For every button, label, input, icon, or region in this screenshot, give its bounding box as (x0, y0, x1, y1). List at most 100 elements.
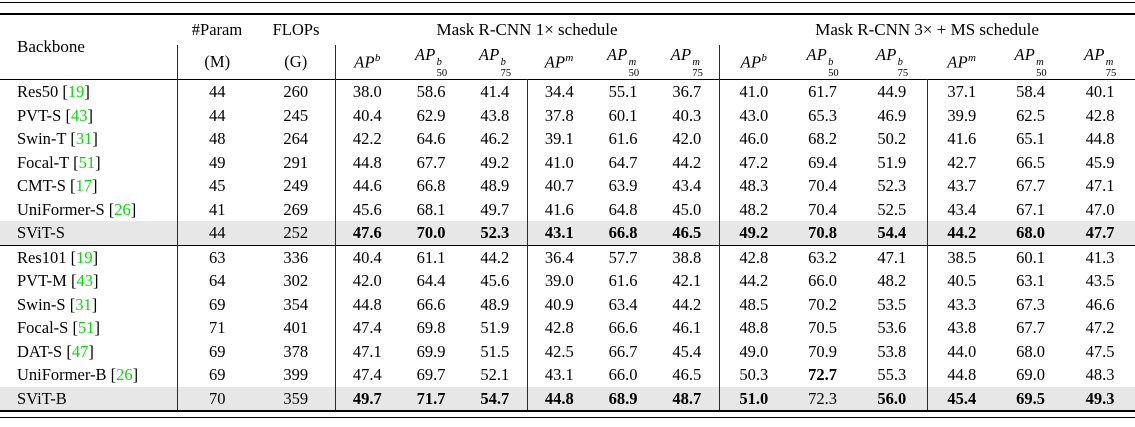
param-cell: 45 (176, 174, 257, 198)
metric-value-cell: 45.6 (334, 197, 399, 222)
backbone-name: DAT-S (17, 341, 63, 361)
citation-link[interactable]: 43 (76, 271, 93, 291)
param-cell: 71 (176, 316, 257, 340)
metric-value-cell: 52.3 (480, 223, 510, 243)
backbone-cell: PVT-M [43] (17, 271, 99, 291)
metric-value-cell: 46.6 (1085, 294, 1115, 314)
metric-value-cell: 36.7 (672, 82, 702, 102)
backbone-name: Res50 (17, 82, 59, 102)
metric-value-cell: 48.7 (672, 388, 702, 408)
metric-value-cell: 48.8 (718, 316, 789, 340)
backbone-cell: PVT-S [43] (17, 105, 93, 125)
metric-value-cell: 46.5 (672, 365, 702, 385)
col-header-ap-mask-50-3x: AP m 50 (1014, 45, 1047, 80)
metric-value-cell: 69.4 (808, 152, 837, 172)
metric-value-cell: 43.7 (926, 174, 997, 198)
metric-value-cell: 42.7 (926, 150, 997, 175)
metric-value-cell: 66.0 (608, 365, 638, 385)
param-cell: 69 (176, 339, 257, 364)
metric-value-cell: 54.7 (480, 388, 510, 408)
metric-value-cell: 52.5 (877, 199, 907, 219)
param-cell: 64 (176, 269, 257, 293)
table-row-uniformer-b: UniFormer-B [26] 69 399 47.4 69.7 52.1 43.1 66.… (0, 363, 1135, 387)
results-table: Backbone #Param FLOPs Mask R-CNN 1× sche… (0, 13, 1135, 413)
metric-value-cell: 40.7 (526, 174, 591, 198)
metric-value-cell: 36.4 (526, 245, 591, 270)
metric-value-cell: 40.4 (334, 245, 399, 270)
table-row-dat-s: DAT-S [47] 69 378 47.1 69.9 51.5 42.5 66.7 45.4 4… (0, 339, 1135, 364)
citation-link[interactable]: 26 (116, 365, 133, 385)
metric-value-cell: 67.7 (1016, 318, 1045, 338)
metric-value-cell: 54.4 (877, 223, 907, 243)
metric-value-cell: 52.3 (877, 176, 907, 196)
backbone-cell: Swin-S [31] (17, 294, 98, 314)
metric-value-cell: 45.9 (1085, 152, 1115, 172)
metric-value-cell: 69.5 (1016, 388, 1045, 408)
citation-link[interactable]: 43 (70, 105, 88, 125)
citation-link[interactable]: 51 (78, 152, 96, 172)
citation-link[interactable]: 31 (75, 294, 92, 314)
table-row-res101: Res101 [19] 63 336 40.4 61.1 44.2 36.4 57.7 38.8… (0, 245, 1135, 270)
metric-value-cell: 55.1 (608, 82, 638, 102)
metric-value-cell: 44.2 (480, 247, 510, 267)
table-row-res50: Res50 [19] 44 260 38.0 58.6 41.4 34.4 55.1 36.7 4… (0, 79, 1135, 104)
metric-value-cell: 46.2 (480, 129, 510, 149)
metric-value-cell: 48.2 (877, 271, 907, 291)
backbone-cell: DAT-S [47] (17, 341, 94, 361)
table-row-pvt-m: PVT-M [43] 64 302 42.0 64.4 45.6 39.0 61.6 42.1 4… (0, 269, 1135, 293)
citation-link[interactable]: 17 (75, 176, 93, 196)
metric-value-cell: 43.3 (926, 292, 997, 317)
metric-value-cell: 66.6 (416, 294, 446, 314)
metric-value-cell: 43.8 (480, 105, 510, 125)
bottom-rule-outer (0, 417, 1135, 419)
metric-value-cell: 68.9 (608, 388, 638, 408)
metric-value-cell: 70.8 (808, 223, 837, 243)
metric-value-cell: 49.2 (480, 152, 510, 172)
metric-value-cell: 42.8 (718, 245, 789, 270)
metric-value-cell: 37.8 (526, 103, 591, 128)
metric-value-cell: 44.2 (672, 152, 702, 172)
col-header-ap-box-50-3x: AP b 50 (806, 45, 839, 80)
metric-value-cell: 43.1 (526, 221, 591, 246)
metric-value-cell: 38.0 (334, 79, 399, 104)
col-header-ap-mask-3x: APm (947, 51, 976, 72)
metric-value-cell: 64.8 (608, 199, 638, 219)
metric-value-cell: 48.9 (480, 176, 510, 196)
metric-value-cell: 51.9 (480, 318, 510, 338)
col-header-param-unit: (M) (176, 45, 257, 80)
metric-value-cell: 60.1 (1016, 247, 1045, 267)
metric-value-cell: 44.8 (334, 292, 399, 317)
metric-value-cell: 57.7 (608, 247, 638, 267)
metric-label: AP (606, 45, 628, 64)
metric-value-cell: 40.3 (672, 105, 702, 125)
citation-link[interactable]: 47 (71, 341, 89, 361)
metric-value-cell: 43.5 (1085, 271, 1115, 291)
metric-value-cell: 45.4 (926, 386, 997, 412)
col-header-ap-box-50-1x: AP b 50 (414, 45, 448, 80)
citation-link[interactable]: 51 (77, 318, 95, 338)
backbone-name: SViT-B (17, 388, 67, 408)
backbone-name: Swin-T (17, 129, 67, 149)
citation-link[interactable]: 19 (76, 247, 93, 267)
metric-value-cell: 42.5 (526, 339, 591, 364)
citation-link[interactable]: 19 (67, 82, 85, 102)
flops-cell: 336 (283, 247, 309, 267)
col-header-ap-mask-1x: APm (544, 51, 574, 72)
citation-link[interactable]: 26 (114, 199, 131, 219)
metric-value-cell: 37.1 (926, 79, 997, 104)
backbone-name: Res101 (17, 247, 67, 267)
flops-cell: 291 (283, 152, 309, 172)
col-header-ap-box-1x: APb (334, 45, 399, 80)
metric-value-cell: 53.5 (877, 294, 907, 314)
metric-value-cell: 45.6 (480, 271, 510, 291)
flops-cell: 401 (283, 318, 309, 338)
col-header-ap-box-3x: APb (718, 45, 789, 80)
backbone-name: CMT-S (17, 176, 66, 196)
metric-value-cell: 49.2 (718, 221, 789, 246)
citation-link[interactable]: 31 (75, 129, 93, 149)
flops-cell: 359 (283, 388, 309, 408)
metric-value-cell: 66.0 (808, 271, 837, 291)
param-cell: 44 (176, 79, 257, 104)
metric-value-cell: 61.6 (608, 271, 638, 291)
metric-value-cell: 46.0 (718, 127, 789, 151)
